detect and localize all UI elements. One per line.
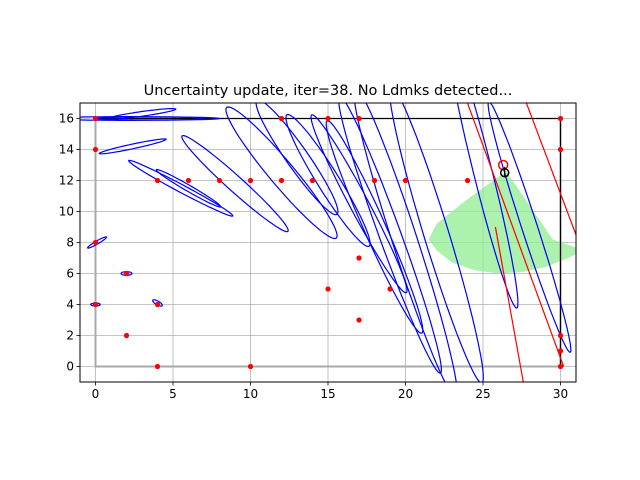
uncertainty-ellipse <box>487 103 572 354</box>
y-tick-label: 2 <box>66 329 74 343</box>
y-tick-label: 12 <box>59 174 74 188</box>
trajectory-line <box>525 103 576 235</box>
landmark-point <box>557 332 564 339</box>
uncertainty-ellipse <box>155 168 222 208</box>
y-tick-label: 14 <box>59 143 74 157</box>
uncertainty-ellipse <box>107 108 177 120</box>
y-tick-label: 8 <box>66 236 74 250</box>
field-of-view <box>428 171 576 274</box>
landmark-point <box>278 177 285 184</box>
landmark-point <box>247 177 254 184</box>
landmark-point <box>92 301 99 308</box>
x-tick-label: 20 <box>398 387 413 401</box>
uncertainty-ellipse <box>285 113 371 248</box>
uncertainty-ellipse <box>120 271 133 276</box>
landmark-point <box>123 332 130 339</box>
x-tick-label: 10 <box>243 387 258 401</box>
trajectory-line <box>494 226 524 382</box>
uncertainty-ellipse <box>89 302 102 307</box>
x-tick-label: 0 <box>92 387 100 401</box>
landmark-point <box>92 146 99 153</box>
y-tick-label: 0 <box>66 360 74 374</box>
landmark-point <box>123 270 130 277</box>
uncertainty-ellipse <box>86 236 108 249</box>
landmark-point <box>216 177 223 184</box>
uncertainty-ellipse <box>338 103 443 374</box>
landmark-point <box>325 115 331 122</box>
landmark-point <box>356 115 362 122</box>
landmark-point <box>278 115 285 122</box>
y-tick-label: 4 <box>66 298 74 312</box>
uncertainty-ellipse <box>354 103 457 382</box>
landmark-point <box>557 363 564 370</box>
axis-ticks: 0 5 10 15 20 25 30 0 2 4 6 8 10 12 14 16 <box>59 112 568 402</box>
x-tick-label: 5 <box>169 387 177 401</box>
landmark-point <box>356 255 362 261</box>
landmark-point <box>325 286 331 292</box>
y-tick-label: 16 <box>59 112 74 126</box>
landmark-point <box>185 177 192 184</box>
landmark-point <box>557 115 564 122</box>
landmark-point <box>92 239 99 246</box>
uncertainty-ellipse <box>310 114 408 294</box>
landmark-point <box>464 177 471 184</box>
y-tick-label: 6 <box>66 267 74 281</box>
landmark-point <box>154 177 161 184</box>
uncertainty-ellipse <box>456 103 519 309</box>
landmark-point <box>154 301 161 308</box>
x-tick-label: 25 <box>475 387 490 401</box>
uncertainty-ellipse <box>389 103 484 382</box>
landmark-point <box>557 146 564 153</box>
landmark-point <box>92 115 99 122</box>
x-tick-label: 15 <box>320 387 335 401</box>
landmark-point <box>402 177 409 184</box>
uncertainty-ellipse <box>225 106 338 240</box>
landmark-point <box>154 363 161 370</box>
uncertainty-ellipse <box>98 138 167 155</box>
data-layer <box>80 103 576 382</box>
trajectory-line <box>466 103 565 367</box>
uncertainty-ellipse <box>181 135 289 233</box>
landmark-point <box>309 177 316 184</box>
uncertainty-ellipse <box>128 159 234 217</box>
landmark-point <box>371 177 378 184</box>
uncertainty-ellipse <box>255 103 339 216</box>
y-tick-label: 10 <box>59 205 74 219</box>
landmark-point <box>387 286 393 292</box>
landmark-point <box>356 317 362 323</box>
landmark-point <box>557 348 564 354</box>
landmark-point <box>247 363 254 370</box>
chart-title: Uncertainty update, iter=38. No Ldmks de… <box>144 83 513 99</box>
x-tick-label: 30 <box>553 387 568 401</box>
